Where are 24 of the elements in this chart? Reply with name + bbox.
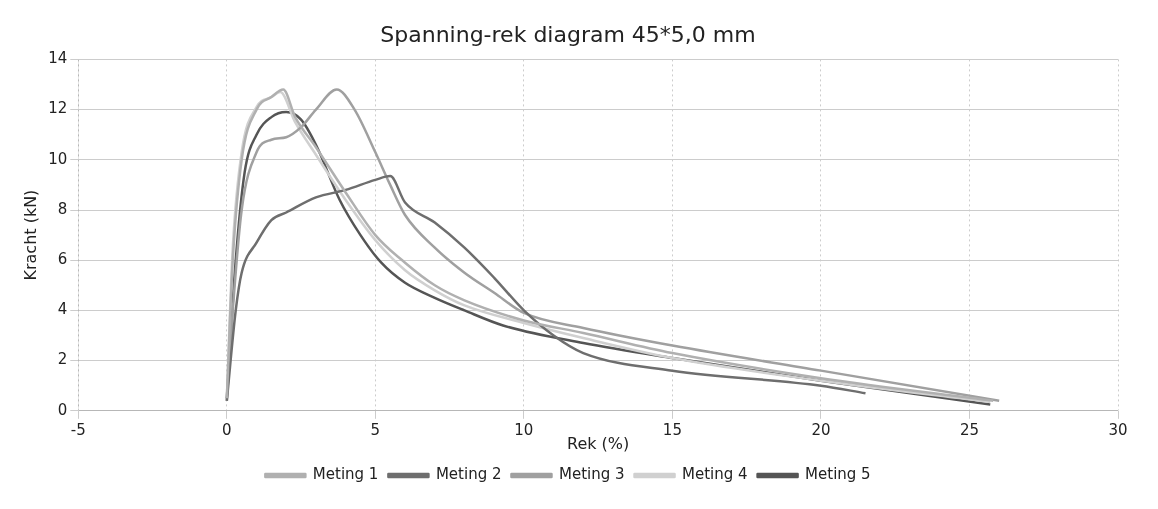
x-tick-label: 15: [662, 420, 682, 439]
x-tick-label: -5: [70, 420, 86, 439]
legend-label: Meting 4: [682, 465, 748, 484]
y-tick-label: 0: [57, 400, 68, 419]
x-tick-label: 20: [811, 420, 831, 439]
y-tick-label: 4: [57, 300, 68, 319]
y-tick-label: 12: [48, 99, 68, 118]
y-axis-title: Kracht (kN): [20, 189, 40, 281]
y-tick-label: 6: [57, 250, 68, 269]
x-tick-label: 0: [222, 420, 232, 439]
legend-label: Meting 1: [312, 465, 379, 484]
x-axis-title: Rek (%): [567, 433, 630, 453]
x-tick-label: 30: [1108, 420, 1128, 439]
x-tick-label: 10: [514, 420, 534, 439]
y-tick-label: 14: [48, 49, 68, 68]
legend-label: Meting 5: [805, 465, 871, 484]
x-tick-label: 5: [370, 420, 381, 439]
y-tick-label: 2: [57, 350, 68, 369]
legend-label: Meting 3: [558, 465, 625, 484]
x-tick-label: 25: [959, 420, 980, 439]
legend-label: Meting 2: [435, 465, 502, 484]
y-tick-label: 10: [48, 149, 68, 168]
y-tick-label: 8: [57, 199, 68, 218]
chart-title: Spanning-rek diagram 45*5,0 mm: [380, 21, 756, 47]
